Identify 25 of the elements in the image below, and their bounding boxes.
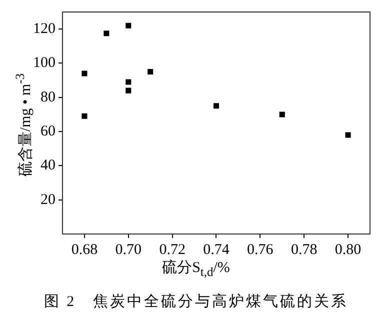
point xyxy=(82,113,88,119)
y-tick-label: 40 xyxy=(40,158,56,174)
point xyxy=(279,112,285,118)
point xyxy=(126,79,132,85)
y-tick-label: 100 xyxy=(33,55,56,72)
x-tick-label: 0.68 xyxy=(71,242,98,258)
point xyxy=(213,103,220,109)
point xyxy=(126,22,132,28)
y-tick-label: 20 xyxy=(40,192,56,208)
point xyxy=(126,88,132,94)
x-tick-label: 0.76 xyxy=(247,242,274,258)
x-tick-label: 0.80 xyxy=(334,242,362,258)
point xyxy=(82,70,88,76)
x-axis-title: 硫分S$_{t,d}$/% xyxy=(161,258,231,280)
x-tick-label: 0.74 xyxy=(203,242,230,258)
y-tick-label: 60 xyxy=(40,123,56,140)
point xyxy=(104,30,110,36)
y-tick-label: 80 xyxy=(40,89,56,106)
point xyxy=(148,69,154,75)
caption: 图 2 焦炭中全硫分与高炉煤气硫的关系 xyxy=(42,292,350,311)
y-tick-label: 120 xyxy=(33,21,56,38)
x-tick-label: 0.70 xyxy=(115,242,142,258)
x-tick-label: 0.72 xyxy=(159,242,186,258)
point xyxy=(345,132,351,138)
x-tick-label: 0.78 xyxy=(290,242,318,258)
